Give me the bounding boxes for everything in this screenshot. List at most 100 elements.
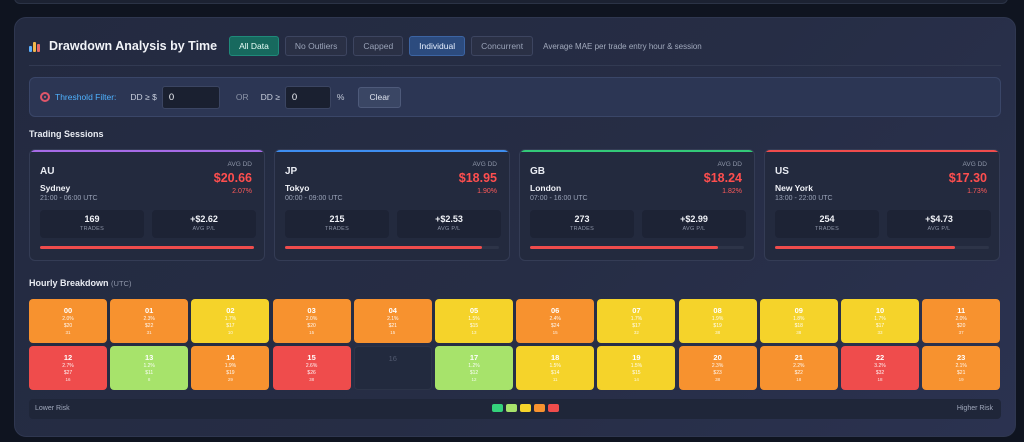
session-risk-fill: [775, 246, 955, 249]
avg-dd-label: AVG DD: [962, 161, 987, 168]
hour-dd-value: $11: [145, 370, 154, 376]
hour-cell-08[interactable]: 08 1.9% $19 38: [678, 299, 757, 343]
hour-label: 02: [226, 306, 235, 315]
avg-dd-percent: 2.07%: [232, 188, 252, 195]
hour-cell-10[interactable]: 10 1.7% $17 33: [841, 299, 919, 343]
header-subtitle: Average MAE per trade entry hour & sessi…: [543, 41, 702, 51]
hour-cell-06[interactable]: 06 2.4% $24 15: [516, 299, 595, 343]
hour-cell-01[interactable]: 01 2.3% $22 31: [110, 299, 189, 343]
hour-label: 20: [713, 353, 722, 362]
hour-cell-04[interactable]: 04 2.1% $21 15: [353, 299, 432, 343]
hour-cell-07[interactable]: 07 1.7% $17 32: [597, 299, 676, 343]
target-icon: [40, 92, 50, 102]
hour-cell-20[interactable]: 20 2.3% $23 38: [678, 346, 757, 390]
trades-value: 273: [574, 214, 590, 224]
hour-cell-13[interactable]: 13 1.2% $11 8: [110, 346, 189, 390]
hour-label: 18: [551, 353, 560, 362]
session-city: New York: [775, 183, 813, 193]
hour-dd-value: $15: [469, 323, 479, 329]
hour-dd-value: $21: [388, 323, 397, 329]
trades-label: TRADES: [569, 226, 595, 232]
hour-dd-percent: 1.5%: [630, 363, 643, 369]
hour-dd-value: $21: [957, 370, 966, 376]
hour-dd-value: $22: [794, 370, 803, 376]
legend-swatch-5: [548, 404, 559, 412]
hour-label: 09: [794, 306, 803, 315]
header-divider: [29, 65, 1001, 66]
session-risk-fill: [40, 246, 254, 249]
session-risk-bar: [285, 246, 499, 249]
avg-pl-label: AVG P/L: [682, 226, 706, 232]
avg-pl-value: +$4.73: [925, 214, 953, 224]
hour-dd-percent: 2.7%: [62, 363, 74, 369]
dd-dollar-input[interactable]: [161, 85, 220, 109]
session-accent-bar: [275, 150, 509, 152]
avg-dd-label: AVG DD: [227, 161, 252, 168]
trades-label: TRADES: [79, 226, 105, 232]
legend-swatches: [492, 404, 559, 412]
hour-cell-12[interactable]: 12 2.7% $27 16: [29, 346, 107, 390]
sessions-row: AU Sydney 21:00 - 06:00 UTC AVG DD $20.6…: [29, 149, 1001, 261]
avg-pl-label: AVG P/L: [437, 226, 461, 232]
avg-dd-percent: 1.73%: [967, 188, 987, 195]
hour-trade-count: 13: [471, 330, 477, 335]
hour-cell-21[interactable]: 21 2.2% $22 18: [759, 346, 838, 390]
hour-cell-09[interactable]: 09 1.8% $18 38: [759, 299, 838, 343]
legend-swatch-1: [492, 404, 503, 412]
hour-dd-percent: 1.7%: [874, 316, 886, 322]
hour-dd-value: $26: [307, 370, 316, 376]
hour-trade-count: 14: [633, 377, 639, 382]
clear-button[interactable]: Clear: [358, 86, 401, 108]
hour-cell-22[interactable]: 22 3.2% $32 18: [841, 346, 919, 390]
session-accent-bar: [30, 150, 264, 152]
avg-dd-value: $18.24: [703, 171, 742, 185]
page-title: Drawdown Analysis by Time: [49, 39, 218, 53]
hour-dd-percent: 3.2%: [874, 363, 886, 369]
no-outliers-button[interactable]: No Outliers: [284, 36, 348, 56]
hour-trade-count: 38: [309, 377, 315, 382]
panel-header: Drawdown Analysis by Time All Data No Ou…: [29, 36, 702, 56]
hour-cell-05[interactable]: 05 1.5% $15 13: [435, 299, 513, 343]
hour-label: 06: [551, 306, 560, 315]
hour-dd-value: $22: [145, 323, 154, 329]
hour-cell-00[interactable]: 00 2.0% $20 31: [29, 299, 107, 343]
session-card-gb[interactable]: GB London 07:00 - 16:00 UTC AVG DD $18.2…: [519, 149, 755, 261]
trades-stat: 254 TRADES: [775, 210, 879, 238]
hour-trade-count: 38: [796, 330, 802, 335]
trades-value: 254: [819, 214, 835, 224]
avg-pl-label: AVG P/L: [927, 226, 951, 232]
hour-cell-16[interactable]: 16: [353, 346, 432, 390]
hour-dd-value: $32: [875, 370, 885, 376]
hour-trade-count: 11: [552, 377, 558, 382]
hour-cell-23[interactable]: 23 2.1% $21 19: [922, 346, 1001, 390]
hour-cell-11[interactable]: 11 2.0% $20 37: [922, 299, 1001, 343]
capped-button[interactable]: Capped: [353, 36, 404, 56]
hour-cell-17[interactable]: 17 1.2% $12 12: [435, 346, 513, 390]
concurrent-button[interactable]: Concurrent: [471, 36, 534, 56]
hour-dd-percent: 2.4%: [549, 316, 561, 322]
session-city: London: [530, 183, 562, 193]
hour-cell-18[interactable]: 18 1.5% $14 11: [516, 346, 595, 390]
session-risk-bar: [775, 246, 989, 249]
hour-dd-percent: 2.3%: [143, 316, 155, 322]
hour-cell-19[interactable]: 19 1.5% $15 14: [597, 346, 676, 390]
session-card-au[interactable]: AU Sydney 21:00 - 06:00 UTC AVG DD $20.6…: [29, 149, 265, 261]
all-data-button[interactable]: All Data: [229, 36, 279, 56]
avg-dd-percent: 1.90%: [477, 188, 497, 195]
hour-trade-count: 38: [715, 377, 721, 382]
individual-button[interactable]: Individual: [409, 36, 466, 56]
legend-high-label: Higher Risk: [956, 405, 993, 412]
hour-label: 03: [307, 306, 316, 315]
session-risk-fill: [285, 246, 482, 249]
hour-cell-15[interactable]: 15 2.6% $26 38: [272, 346, 351, 390]
dd-percent-input[interactable]: [284, 85, 331, 109]
session-card-us[interactable]: US New York 13:00 - 22:00 UTC AVG DD $17…: [764, 149, 1000, 261]
avg-dd-value: $17.30: [948, 171, 987, 185]
hour-cell-02[interactable]: 02 1.7% $17 10: [191, 299, 270, 343]
hour-dd-percent: 2.0%: [62, 316, 74, 322]
hour-cell-14[interactable]: 14 1.9% $19 29: [191, 346, 270, 390]
session-card-jp[interactable]: JP Tokyo 00:00 - 09:00 UTC AVG DD $18.95…: [274, 149, 510, 261]
hour-cell-03[interactable]: 03 2.0% $20 15: [272, 299, 351, 343]
hour-dd-value: $19: [713, 323, 722, 329]
hour-dd-percent: 1.9%: [224, 363, 237, 369]
